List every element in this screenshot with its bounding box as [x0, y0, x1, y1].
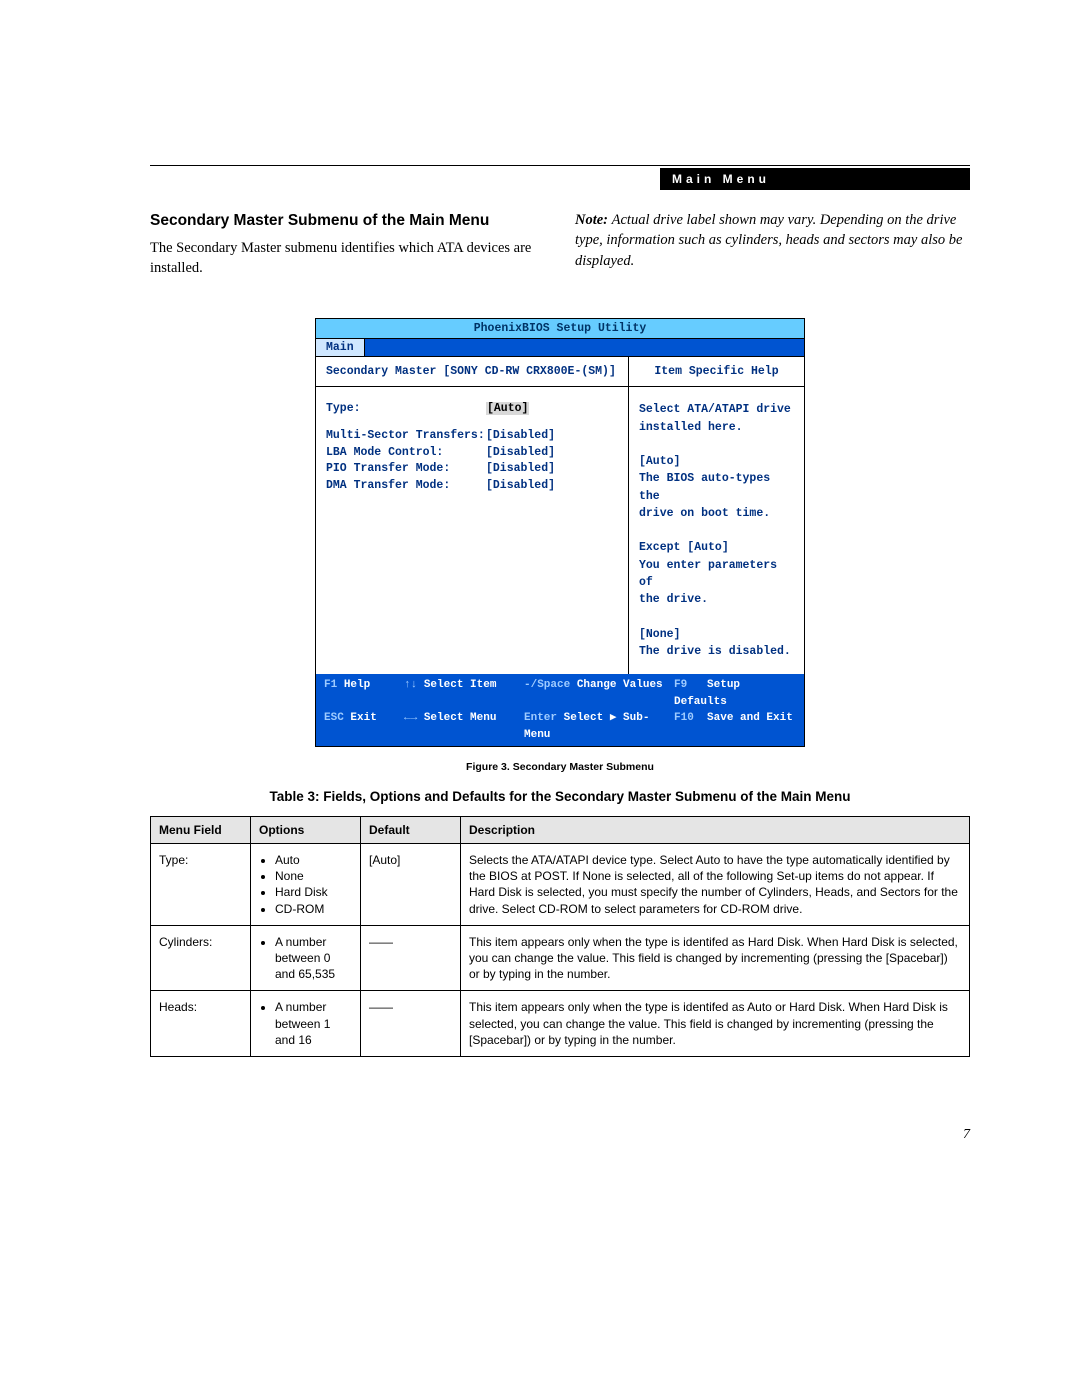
- intro-columns: Secondary Master Submenu of the Main Men…: [150, 210, 970, 278]
- cell-default: ——: [361, 991, 461, 1057]
- cell-field: Type:: [151, 844, 251, 926]
- bios-tab-main: Main: [316, 339, 365, 356]
- table-row: Cylinders: A number between 0 and 65,535…: [151, 925, 970, 991]
- intro-right: Note: Actual drive label shown may vary.…: [575, 210, 970, 278]
- th-default: Default: [361, 817, 461, 844]
- page-number: 7: [150, 1127, 970, 1143]
- table-row: Type: Auto None Hard Disk CD-ROM [Auto] …: [151, 844, 970, 926]
- cell-desc: This item appears only when the type is …: [461, 991, 970, 1057]
- bios-master-line: Secondary Master [SONY CD-RW CRX800E-(SM…: [316, 357, 628, 387]
- table-header-row: Menu Field Options Default Description: [151, 817, 970, 844]
- intro-left: Secondary Master Submenu of the Main Men…: [150, 210, 545, 278]
- bios-field-value: [Disabled]: [486, 428, 555, 445]
- bios-right-pane: Item Specific Help Select ATA/ATAPI driv…: [629, 357, 804, 674]
- top-rule: [150, 165, 970, 166]
- cell-field: Heads:: [151, 991, 251, 1057]
- bios-field-value: [Auto]: [486, 401, 529, 418]
- bios-field-label: Multi-Sector Transfers:: [326, 428, 486, 445]
- bios-fields: Type: [Auto] Multi-Sector Transfers: [Di…: [316, 387, 628, 554]
- bios-left-pane: Secondary Master [SONY CD-RW CRX800E-(SM…: [316, 357, 629, 674]
- bios-body: Secondary Master [SONY CD-RW CRX800E-(SM…: [316, 357, 804, 674]
- cell-default: [Auto]: [361, 844, 461, 926]
- cell-default: ——: [361, 925, 461, 991]
- bios-field-label: Type:: [326, 401, 486, 418]
- bios-help-header: Item Specific Help: [629, 357, 804, 387]
- section-title: Secondary Master Submenu of the Main Men…: [150, 210, 545, 232]
- bios-field-lba: LBA Mode Control: [Disabled]: [326, 445, 618, 462]
- bios-field-dma: DMA Transfer Mode: [Disabled]: [326, 478, 618, 495]
- header-bar: Main Menu: [660, 168, 970, 190]
- bios-screenshot: PhoenixBIOS Setup Utility Main Secondary…: [315, 318, 805, 747]
- cell-options: A number between 1 and 16: [251, 991, 361, 1057]
- cell-options: Auto None Hard Disk CD-ROM: [251, 844, 361, 926]
- cell-desc: Selects the ATA/ATAPI device type. Selec…: [461, 844, 970, 926]
- bios-field-value: [Disabled]: [486, 445, 555, 462]
- th-description: Description: [461, 817, 970, 844]
- bios-field-type: Type: [Auto]: [326, 401, 618, 418]
- intro-body: The Secondary Master submenu identifies …: [150, 238, 545, 279]
- cell-field: Cylinders:: [151, 925, 251, 991]
- cell-desc: This item appears only when the type is …: [461, 925, 970, 991]
- figure-caption: Figure 3. Secondary Master Submenu: [150, 761, 970, 773]
- note-label: Note:: [575, 212, 608, 228]
- bios-footer: F1 Help ↑↓ Select Item -/Space Change Va…: [316, 674, 804, 746]
- note-body: Actual drive label shown may vary. Depen…: [575, 212, 962, 269]
- th-options: Options: [251, 817, 361, 844]
- bios-field-label: LBA Mode Control:: [326, 445, 486, 462]
- bios-field-multisector: Multi-Sector Transfers: [Disabled]: [326, 428, 618, 445]
- table-title: Table 3: Fields, Options and Defaults fo…: [150, 789, 970, 804]
- table-row: Heads: A number between 1 and 16 —— This…: [151, 991, 970, 1057]
- cell-options: A number between 0 and 65,535: [251, 925, 361, 991]
- bios-field-label: DMA Transfer Mode:: [326, 478, 486, 495]
- bios-field-value: [Disabled]: [486, 478, 555, 495]
- bios-title: PhoenixBIOS Setup Utility: [316, 319, 804, 339]
- th-menu-field: Menu Field: [151, 817, 251, 844]
- bios-field-label: PIO Transfer Mode:: [326, 461, 486, 478]
- bios-tab-row: Main: [316, 339, 804, 357]
- bios-field-value: [Disabled]: [486, 461, 555, 478]
- bios-field-pio: PIO Transfer Mode: [Disabled]: [326, 461, 618, 478]
- bios-help-body: Select ATA/ATAPI drive installed here. […: [629, 387, 804, 674]
- page: Main Menu Secondary Master Submenu of th…: [0, 0, 1080, 1203]
- spec-table: Menu Field Options Default Description T…: [150, 816, 970, 1057]
